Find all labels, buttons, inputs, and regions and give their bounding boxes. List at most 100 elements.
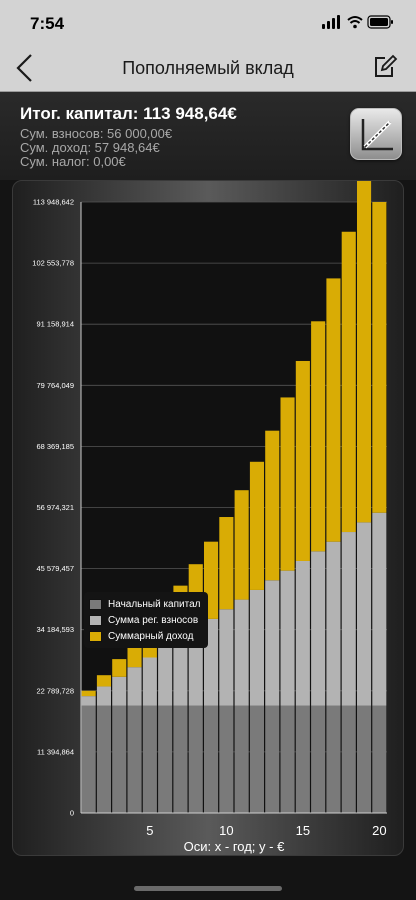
chart-toggle-button[interactable]: [350, 108, 402, 160]
bar-income: [219, 517, 234, 610]
bar-initial: [188, 705, 203, 813]
compose-icon: [375, 54, 398, 77]
status-icons: [322, 14, 394, 35]
bar-income: [295, 360, 310, 561]
bar-contributions: [219, 609, 234, 706]
bar-initial: [341, 705, 356, 813]
chevron-left-icon: [16, 54, 32, 82]
bar-initial: [326, 705, 341, 813]
line-chart-icon: [361, 119, 393, 151]
y-tick-label: 102 553,778: [32, 259, 74, 268]
bar-income: [81, 690, 96, 697]
legend-item-initial: Начальный капитал: [89, 596, 203, 612]
y-tick-label: 11 394,864: [37, 747, 74, 756]
navigation-bar: Пополняемый вклад: [0, 44, 416, 92]
bar-contributions: [158, 647, 173, 706]
bar-income: [234, 490, 249, 600]
status-bar: 7:54: [0, 0, 416, 44]
bar-contributions: [96, 686, 111, 706]
y-tick-label: 45 579,457: [36, 564, 74, 573]
bar-contributions: [249, 589, 264, 706]
x-tick-label: 5: [146, 823, 153, 838]
bar-income: [265, 430, 280, 581]
bar-initial: [142, 705, 157, 813]
sum-contributions: Сум. взносов: 56 000,00€: [20, 126, 173, 141]
chart-legend: Начальный капитал Сумма рег. взносов Сум…: [84, 592, 208, 648]
bar-income: [96, 675, 111, 687]
bar-contributions: [372, 512, 387, 706]
y-tick-label: 0: [70, 809, 74, 818]
bar-initial: [112, 705, 127, 813]
edit-button[interactable]: [372, 54, 398, 85]
y-tick-label: 68 369,185: [36, 442, 74, 451]
bar-income: [127, 641, 142, 668]
legend-swatch-income: [89, 630, 102, 642]
bar-contributions: [234, 599, 249, 706]
legend-item-income: Суммарный доход: [89, 628, 203, 644]
bar-initial: [219, 705, 234, 813]
legend-item-contributions: Сумма рег. взносов: [89, 612, 203, 628]
legend-swatch-initial: [89, 598, 102, 610]
signal-wifi-battery-icon: [322, 15, 393, 29]
x-tick-label: 20: [372, 823, 386, 838]
legend-label-income: Суммарный доход: [108, 630, 194, 642]
y-tick-label: 22 789,728: [36, 686, 74, 695]
bar-contributions: [357, 522, 372, 706]
sum-tax: Сум. налог: 0,00€: [20, 154, 126, 169]
bar-initial: [204, 705, 219, 813]
stacked-bar-chart: 0 11 394,864 22 789,728 34 184,593 45 579,45…: [32, 179, 387, 854]
bar-contributions: [341, 532, 356, 706]
bar-initial: [265, 705, 280, 813]
bar-contributions: [326, 541, 341, 706]
bar-initial: [249, 705, 264, 813]
bar-contributions: [127, 667, 142, 706]
y-tick-label: 79 764,049: [36, 381, 74, 390]
bar-income: [311, 321, 326, 552]
back-button[interactable]: [14, 52, 36, 89]
legend-label-initial: Начальный капитал: [108, 598, 201, 610]
chart-card: 0 11 394,864 22 789,728 34 184,593 45 579,45…: [12, 179, 404, 856]
y-tick-label: 56 974,321: [36, 503, 74, 512]
bar-initial: [127, 705, 142, 813]
bar-initial: [280, 705, 295, 813]
bar-income: [341, 231, 356, 533]
bar-income: [326, 278, 341, 542]
total-capital: Итог. капитал: 113 948,64€: [20, 104, 237, 123]
bar-initial: [311, 705, 326, 813]
bar-contributions: [311, 551, 326, 706]
bar-initial: [158, 705, 173, 813]
sum-income: Сум. доход: 57 948,64€: [20, 140, 160, 155]
bar-income: [112, 659, 127, 677]
bar-initial: [372, 705, 387, 813]
home-indicator: [134, 886, 282, 891]
x-tick-label: 10: [219, 823, 233, 838]
bar-contributions: [112, 676, 127, 706]
bar-contributions: [173, 638, 188, 706]
status-time: 7:54: [30, 14, 65, 33]
bar-contributions: [81, 696, 96, 706]
bottom-area: [0, 866, 416, 900]
y-tick-label: 91 158,914: [36, 320, 74, 329]
bar-initial: [357, 705, 372, 813]
bar-income: [249, 461, 264, 590]
bar-contributions: [295, 560, 310, 706]
bar-contributions: [265, 580, 280, 706]
bar-contributions: [142, 657, 157, 706]
x-tick-label: 15: [296, 823, 310, 838]
bar-initial: [81, 705, 96, 813]
x-axis-label: Оси: x - год; y - €: [184, 839, 285, 854]
summary-panel: Итог. капитал: 113 948,64€ Сум. взносов:…: [0, 92, 416, 180]
bar-initial: [295, 705, 310, 813]
bar-contributions: [280, 570, 295, 706]
bar-income: [357, 179, 372, 523]
bar-initial: [173, 705, 188, 813]
bar-income: [280, 397, 295, 571]
page-title: Пополняемый вклад: [122, 58, 294, 78]
y-tick-label: 113 948,642: [33, 198, 74, 207]
bar-income: [372, 202, 387, 513]
bar-initial: [96, 705, 111, 813]
legend-swatch-contributions: [89, 614, 102, 626]
legend-label-contributions: Сумма рег. взносов: [108, 614, 199, 626]
bar-initial: [234, 705, 249, 813]
y-tick-label: 34 184,593: [36, 625, 74, 634]
